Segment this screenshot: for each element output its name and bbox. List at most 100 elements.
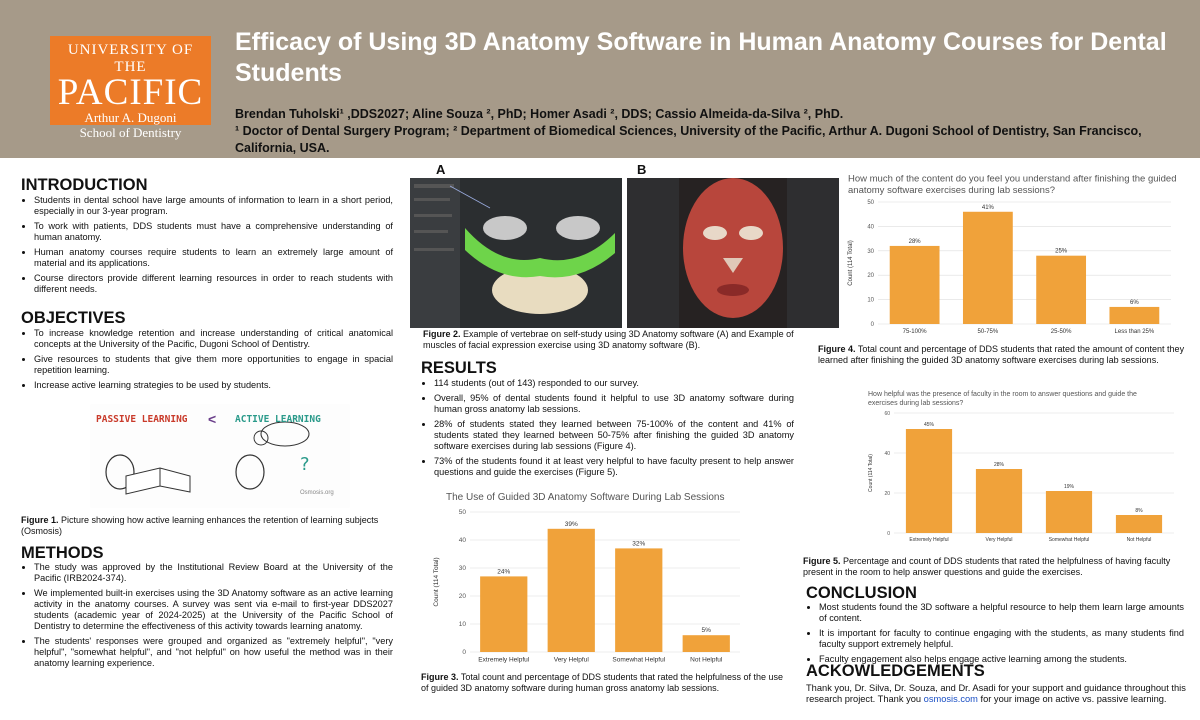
- list-item: Overall, 95% of dental students found it…: [434, 393, 794, 415]
- bar-data-label: 8%: [1135, 508, 1143, 514]
- bar: [480, 576, 528, 652]
- list-item: The study was approved by the Institutio…: [34, 562, 393, 584]
- x-tick-label: Not Helpful: [1127, 537, 1152, 543]
- author-list: Brendan Tuholski¹ ,DDS2027; Aline Souza …: [235, 107, 844, 121]
- y-tick-label: 0: [462, 649, 466, 656]
- y-tick-label: 40: [867, 224, 874, 230]
- bar: [682, 635, 730, 652]
- list-item: It is important for faculty to continue …: [819, 628, 1184, 650]
- acknowledgements-heading: ACKOWLEDGEMENTS: [806, 662, 985, 680]
- intro-heading: INTRODUCTION: [21, 176, 148, 194]
- figure2-label: Figure 2.: [423, 329, 461, 339]
- list-item: Course directors provide different learn…: [34, 273, 393, 295]
- face-muscle-render: [627, 178, 839, 328]
- figure4-bar-chart: How much of the content do you feel you …: [848, 174, 1177, 336]
- bar-data-label: 24%: [497, 568, 510, 575]
- x-tick-label: Somewhat Helpful: [1049, 537, 1090, 543]
- figure5-caption-text: Percentage and count of DDS students tha…: [803, 556, 1171, 577]
- y-axis-label: Count (114 Total): [848, 240, 854, 285]
- figure1-label: Figure 1.: [21, 515, 59, 525]
- figure3-bar-chart: The Use of Guided 3D Anatomy Software Du…: [433, 492, 740, 664]
- y-tick-label: 10: [867, 298, 874, 304]
- list-item: The students' responses were grouped and…: [34, 636, 393, 669]
- x-tick-label: 50-75%: [978, 329, 999, 335]
- bar: [1109, 306, 1160, 324]
- y-tick-label: 50: [867, 200, 874, 206]
- authors-block: Brendan Tuholski¹ ,DDS2027; Aline Souza …: [235, 106, 1175, 157]
- y-tick-label: 60: [884, 411, 890, 417]
- x-tick-label: Extremely Helpful: [478, 657, 529, 664]
- figure4-caption: Figure 4. Total count and percentage of …: [818, 344, 1186, 366]
- figure1-caption-text: Picture showing how active learning enha…: [21, 515, 379, 536]
- y-tick-label: 30: [459, 565, 467, 572]
- passive-label: PASSIVE LEARNING: [96, 414, 188, 425]
- x-tick-label: Less than 25%: [1115, 329, 1155, 335]
- figure3-caption-text: Total count and percentage of DDS studen…: [421, 672, 784, 693]
- figure-label-b: B: [637, 162, 647, 177]
- less-than-symbol: <: [208, 411, 217, 427]
- x-tick-label: Very Helpful: [986, 537, 1013, 543]
- logo-line3: Arthur A. Dugoni: [84, 110, 177, 125]
- bar: [1045, 491, 1093, 533]
- figure1-caption: Figure 1. Picture showing how active lea…: [21, 515, 399, 537]
- results-heading: RESULTS: [421, 359, 497, 377]
- bar-data-label: 41%: [982, 205, 995, 211]
- university-logo: UNIVERSITY OF THE PACIFIC Arthur A. Dugo…: [50, 36, 211, 140]
- y-axis-label: Count (114 Total): [868, 454, 874, 492]
- figure3-caption: Figure 3. Total count and percentage of …: [421, 672, 793, 694]
- bar-data-label: 32%: [632, 540, 645, 547]
- methods-list: The study was approved by the Institutio…: [21, 562, 393, 673]
- affiliations: ¹ Doctor of Dental Surgery Program; ² De…: [235, 124, 1142, 155]
- bar-data-label: 28%: [909, 239, 922, 245]
- bar: [975, 469, 1023, 533]
- svg-text:?: ?: [300, 454, 310, 475]
- y-tick-label: 0: [887, 531, 890, 537]
- y-tick-label: 20: [884, 491, 890, 497]
- sketch-illustration: ?: [105, 421, 310, 495]
- y-tick-label: 20: [867, 273, 874, 279]
- chart-title-line: anatomy software exercises during lab se…: [848, 185, 1055, 196]
- figure3-label: Figure 3.: [421, 672, 459, 682]
- objectives-heading: OBJECTIVES: [21, 309, 126, 327]
- figure4-caption-text: Total count and percentage of DDS studen…: [818, 344, 1185, 365]
- osmosis-link[interactable]: osmosis.com: [923, 694, 978, 704]
- bar-data-label: 39%: [565, 521, 578, 528]
- bar-data-label: 6%: [1130, 300, 1139, 306]
- ack-text-part2: for your image on active vs. passive lea…: [977, 694, 1167, 704]
- list-item: Give resources to students that give the…: [34, 354, 393, 376]
- x-tick-label: Extremely Helpful: [909, 537, 948, 543]
- acknowledgements-text: Thank you, Dr. Silva, Dr. Souza, and Dr.…: [806, 683, 1186, 705]
- bar: [547, 528, 595, 652]
- y-tick-label: 20: [459, 593, 467, 600]
- bar-data-label: 45%: [924, 422, 935, 428]
- figure5-label: Figure 5.: [803, 556, 841, 566]
- y-tick-label: 30: [867, 249, 874, 255]
- bar: [889, 245, 940, 324]
- bar: [615, 548, 663, 652]
- objectives-list: To increase knowledge retention and incr…: [21, 328, 393, 395]
- bar-data-label: 19%: [1064, 484, 1075, 490]
- y-tick-label: 10: [459, 621, 467, 628]
- bar: [905, 429, 953, 533]
- poster-header: UNIVERSITY OF THE PACIFIC Arthur A. Dugo…: [0, 0, 1200, 158]
- y-tick-label: 50: [459, 509, 467, 516]
- bar: [1036, 255, 1087, 324]
- conclusion-list: Most students found the 3D software a he…: [806, 602, 1184, 669]
- ack-text-part1: Thank you, Dr. Silva, Dr. Souza, and Dr.…: [806, 683, 1186, 704]
- bar-data-label: 25%: [1055, 249, 1068, 255]
- vertebra-3d-screenshot: [410, 178, 622, 328]
- list-item: Students in dental school have large amo…: [34, 195, 393, 217]
- chart-title-line: How helpful was the presence of faculty …: [868, 391, 1137, 398]
- logo-line4: School of Dentistry: [79, 125, 182, 140]
- y-axis-label: Count (114 Total): [433, 557, 440, 606]
- list-item: Human anatomy courses require students t…: [34, 247, 393, 269]
- x-tick-label: Not Helpful: [690, 657, 723, 664]
- methods-heading: METHODS: [21, 544, 104, 562]
- bar: [962, 211, 1013, 324]
- conclusion-heading: CONCLUSION: [806, 584, 917, 602]
- list-item: To work with patients, DDS students must…: [34, 221, 393, 243]
- x-tick-label: 75-100%: [903, 329, 928, 335]
- bar: [1115, 515, 1163, 533]
- list-item: Increase active learning strategies to b…: [34, 380, 393, 391]
- figure5-bar-chart: How helpful was the presence of faculty …: [868, 391, 1174, 543]
